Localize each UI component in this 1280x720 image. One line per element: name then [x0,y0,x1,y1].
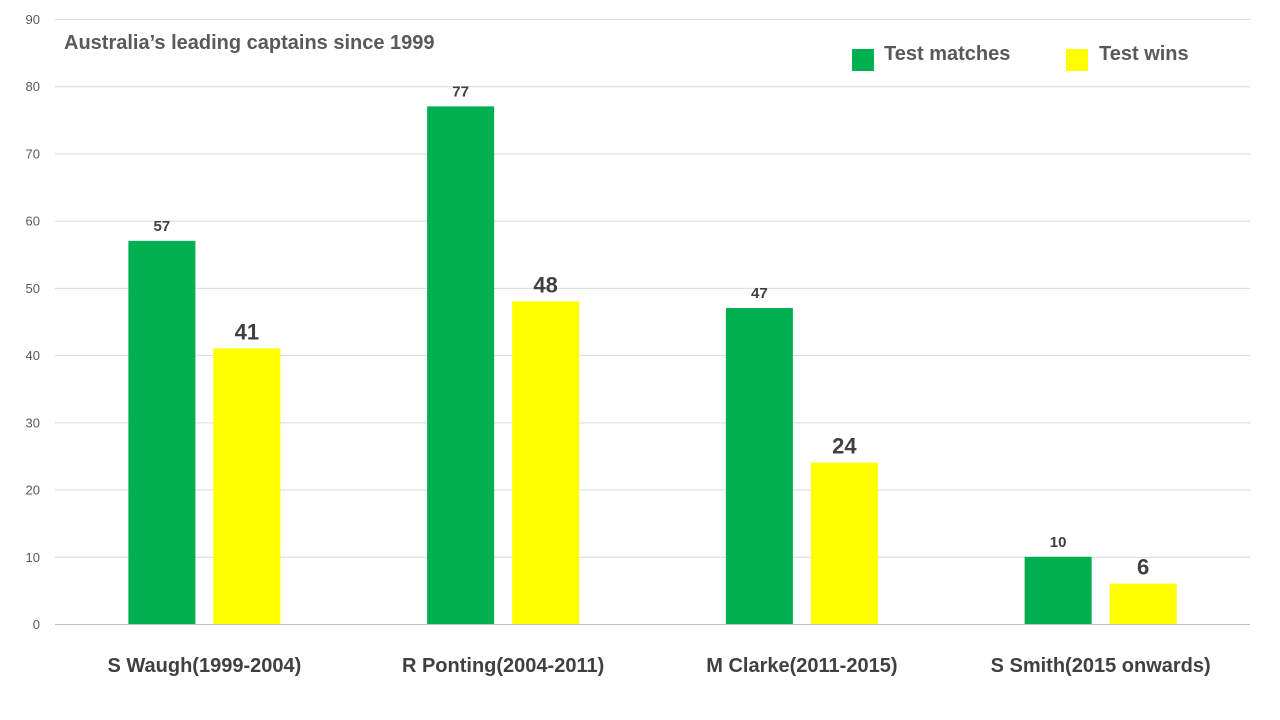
bar-test-wins [512,301,580,624]
y-tick-label: 20 [26,483,40,498]
bar-test-matches [427,106,495,624]
y-tick-label: 80 [26,79,40,94]
data-label: 77 [452,83,469,100]
data-label: 24 [832,434,857,459]
category-label: S Smith(2015 onwards) [991,655,1211,677]
y-tick-label: 50 [26,281,40,296]
data-label: 10 [1050,534,1067,551]
bar-test-matches [725,308,793,624]
bars [128,106,1177,625]
legend-label-test-matches: Test matches [884,43,1010,65]
y-tick-label: 0 [33,617,40,632]
y-axis-ticks: 0 10 20 30 40 50 60 70 80 90 [26,12,40,632]
category-label: R Ponting(2004-2011) [402,655,604,677]
bar-test-matches [128,240,196,625]
bar-test-wins [1109,583,1177,624]
y-tick-label: 30 [26,415,40,430]
legend-swatch-test-wins [1066,49,1088,71]
data-label: 41 [235,319,259,344]
data-label: 57 [154,218,171,235]
legend-swatch-test-matches [852,49,874,71]
bar-test-wins [213,348,281,624]
data-label: 48 [533,272,557,297]
bar-test-wins [810,462,878,624]
y-tick-label: 60 [26,214,40,229]
y-tick-label: 10 [26,550,40,565]
x-axis-labels: S Waugh(1999-2004) R Ponting(2004-2011) M … [107,655,1210,677]
y-tick-label: 90 [26,12,40,27]
data-label: 6 [1137,555,1149,580]
data-label: 47 [751,285,768,302]
legend-label-test-wins: Test wins [1099,43,1189,65]
legend: Test matches Test wins [852,43,1189,71]
y-tick-label: 40 [26,348,40,363]
bar-test-matches [1024,556,1092,624]
category-label: S Waugh(1999-2004) [107,655,301,677]
category-label: M Clarke(2011-2015) [706,655,897,677]
y-tick-label: 70 [26,146,40,161]
chart-title: Australia’s leading captains since 1999 [64,32,435,54]
data-labels: 57 41 77 48 47 24 10 6 [154,83,1150,579]
